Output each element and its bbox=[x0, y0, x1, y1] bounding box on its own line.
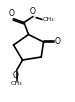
Text: O: O bbox=[9, 9, 15, 18]
Text: O: O bbox=[30, 7, 36, 16]
Text: CH₃: CH₃ bbox=[43, 17, 54, 22]
Text: O: O bbox=[13, 71, 19, 80]
Text: CH₃: CH₃ bbox=[11, 81, 22, 86]
Text: O: O bbox=[55, 37, 61, 46]
